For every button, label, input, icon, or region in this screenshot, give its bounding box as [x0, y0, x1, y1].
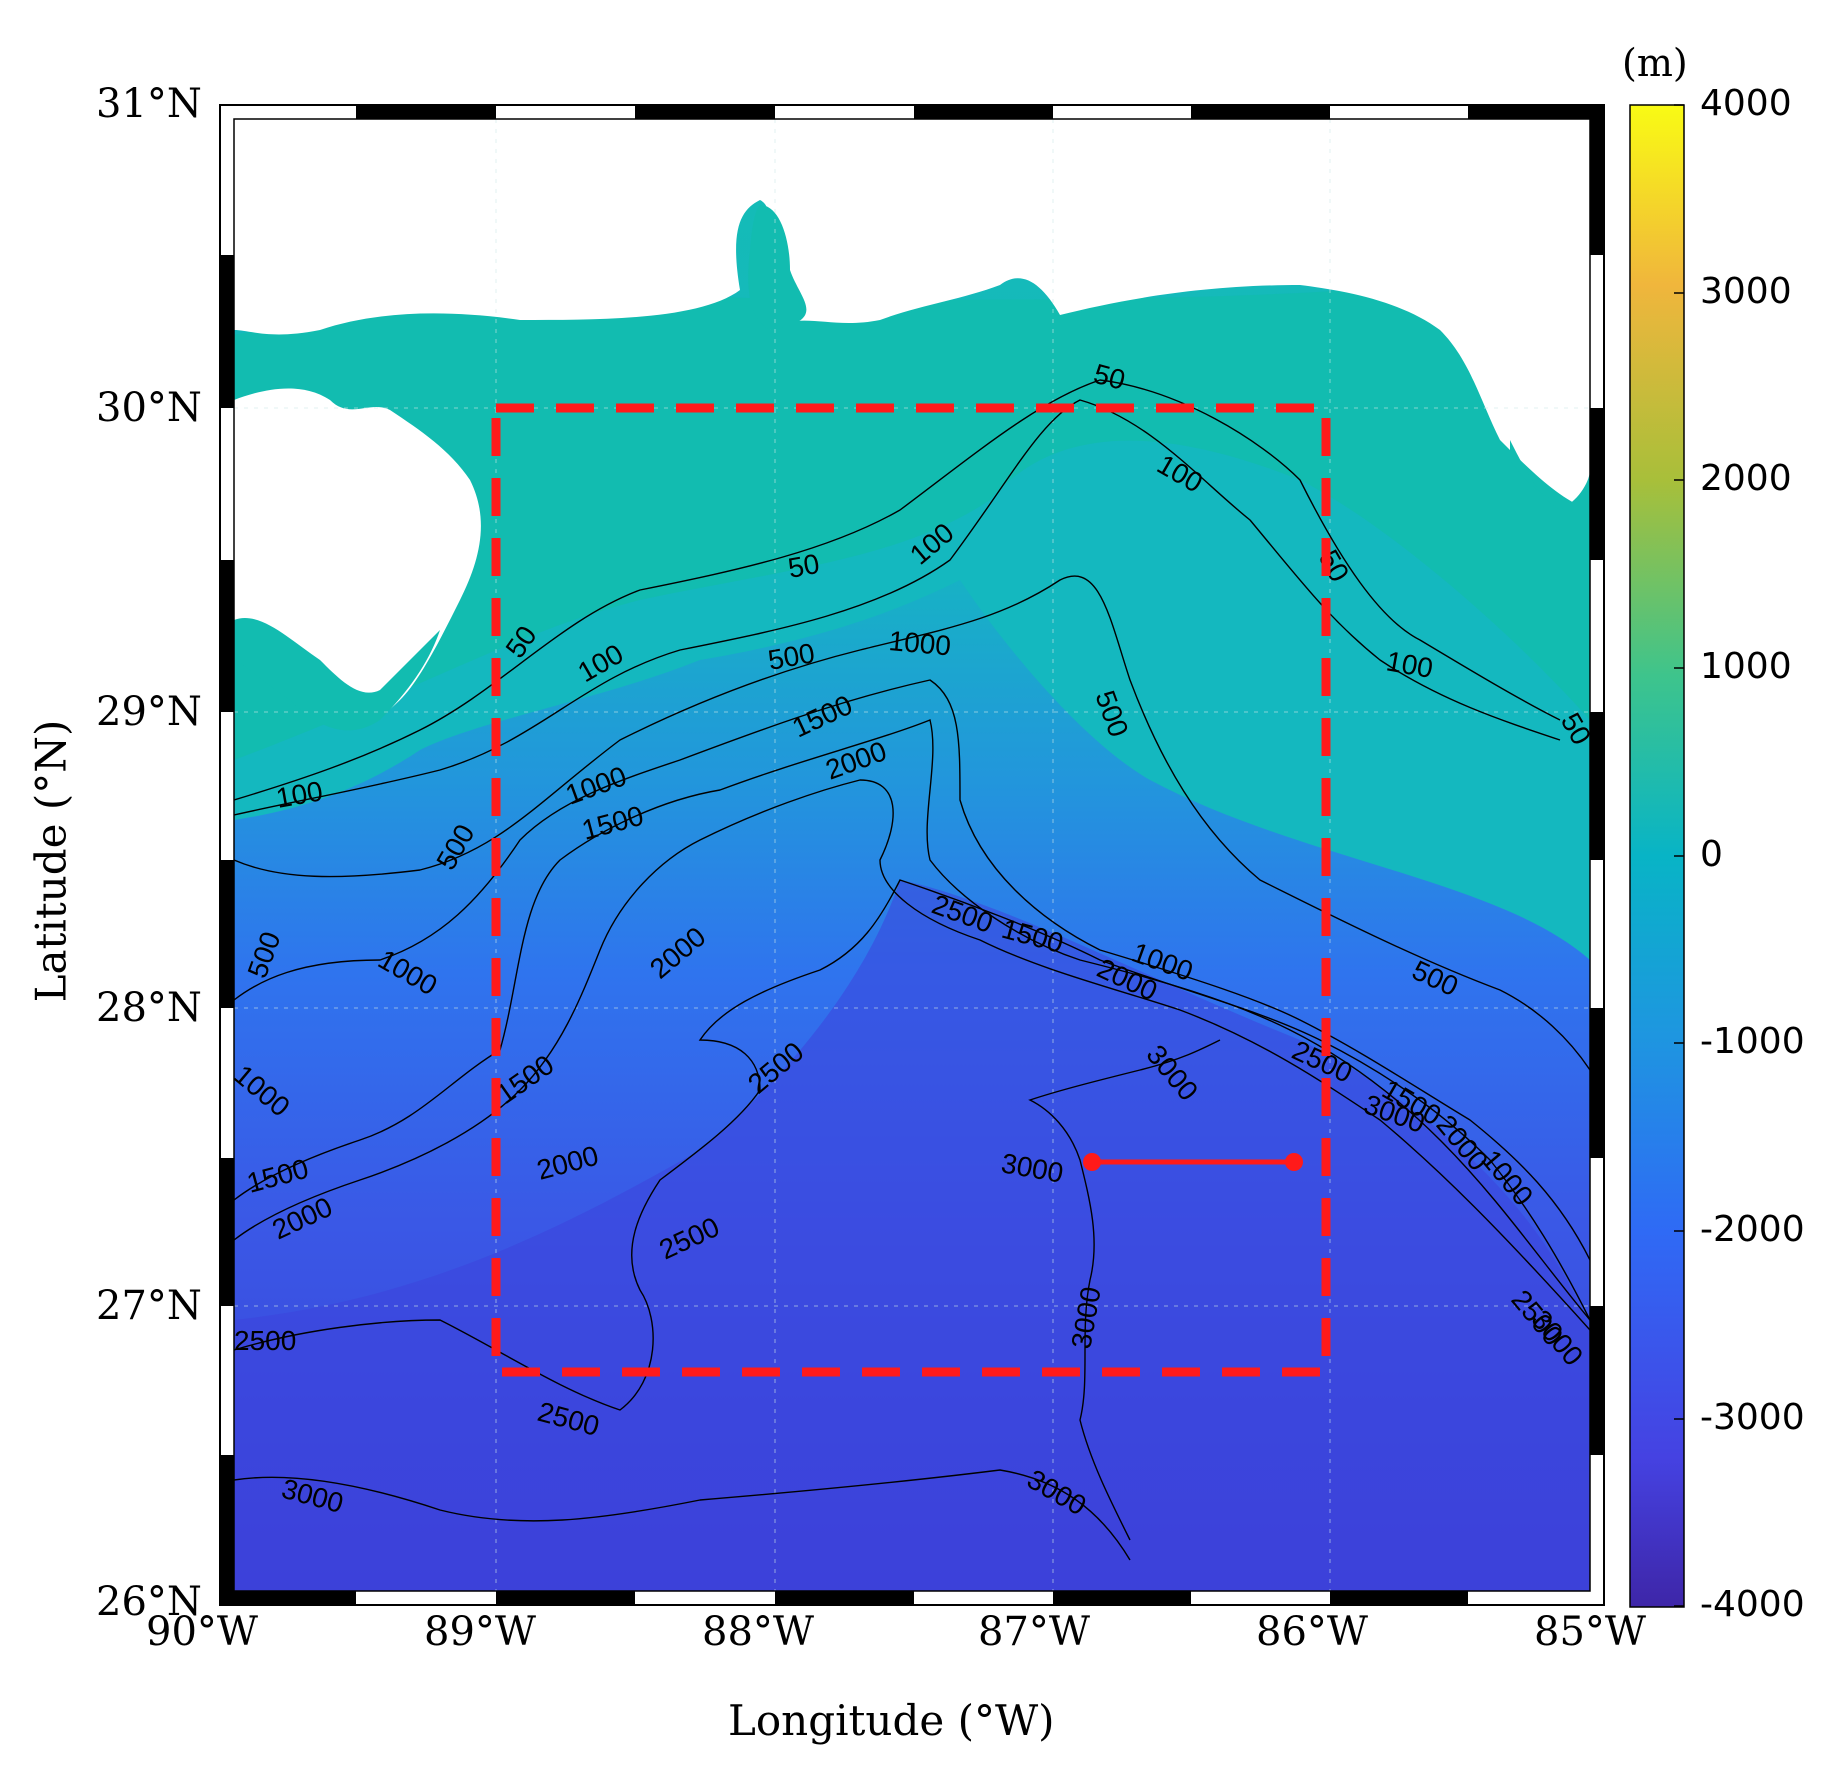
colorbar-tick-label: 3000	[1700, 271, 1792, 312]
x-axis-title: Longitude (°W)	[728, 1696, 1055, 1745]
colorbar-tick-label: -2000	[1700, 1209, 1805, 1250]
frame-bottom	[220, 1591, 1468, 1605]
delta-water-channels	[234, 618, 440, 731]
contour-100	[234, 399, 1561, 816]
colorbar-tick-label: -1000	[1700, 1021, 1805, 1062]
mississippi-delta	[234, 388, 481, 724]
graticule	[234, 119, 1590, 1591]
x-tick-label: 89°W	[424, 1609, 537, 1655]
y-tick-label: 30°N	[96, 385, 202, 431]
contour-3000-south	[234, 1469, 1131, 1561]
colorbar-tick-label: 2000	[1700, 458, 1792, 499]
frame-right	[1590, 105, 1604, 1455]
x-tick-label: 86°W	[1256, 1609, 1369, 1655]
y-tick-label: 26°N	[96, 1579, 202, 1625]
colorbar-unit-label: (m)	[1622, 41, 1688, 85]
y-tick-label: 31°N	[96, 81, 202, 127]
colorbar	[1629, 104, 1685, 1608]
y-axis-title: Latitude (°N)	[26, 719, 76, 1003]
contour-3000-mid	[1028, 1039, 1221, 1541]
colorbar-tick-label: 0	[1700, 834, 1723, 875]
transect-end-point	[1285, 1153, 1303, 1171]
contour-2500	[234, 879, 1590, 1411]
y-tick-label: 28°N	[96, 985, 202, 1031]
transect	[1083, 1153, 1303, 1171]
deep-basin-region	[234, 880, 1590, 1591]
colorbar-ticks	[1674, 104, 1684, 1607]
contour-label: 1000	[887, 625, 952, 661]
colorbar-tick-label: 4000	[1700, 83, 1792, 124]
contour-1000	[234, 679, 1590, 1261]
colorbar-tick-label: -3000	[1700, 1397, 1805, 1438]
x-tick-label: 88°W	[702, 1609, 815, 1655]
x-tick-label: 85°W	[1534, 1609, 1647, 1655]
x-tick-label: 87°W	[978, 1609, 1091, 1655]
transect-start-point	[1083, 1153, 1101, 1171]
mobile-bay	[748, 205, 807, 330]
contour-1500	[234, 719, 1590, 1321]
florida-coast-bay	[1510, 440, 1590, 510]
contour-label: 50	[786, 548, 822, 584]
colorbar-tick-label: 1000	[1700, 646, 1792, 687]
map-frame	[219, 104, 1605, 1606]
frame-top	[356, 105, 1604, 119]
y-tick-label: 29°N	[96, 689, 202, 735]
frame-left	[220, 255, 234, 1605]
contour-50	[234, 379, 1561, 801]
x-tick-label: 90°W	[146, 1609, 259, 1655]
land-mass	[234, 119, 1590, 510]
y-tick-label: 27°N	[96, 1283, 202, 1329]
colorbar-tick-label: -4000	[1700, 1584, 1805, 1625]
contour-label: 2500	[234, 1325, 296, 1356]
